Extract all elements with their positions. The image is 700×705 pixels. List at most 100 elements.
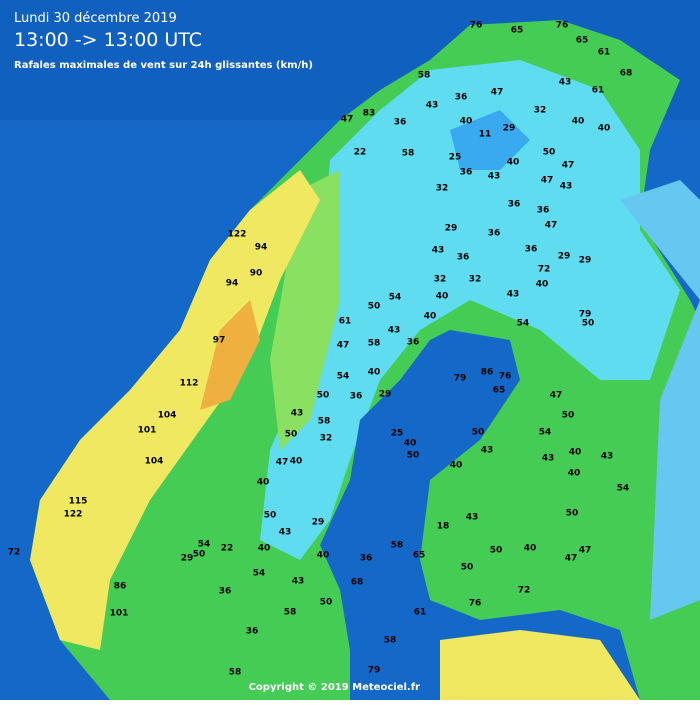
station-gust: 54 [539,428,552,438]
station-gust: 36 [525,245,538,255]
zone-cyan [260,60,680,560]
station-gust: 90 [250,269,263,279]
station-gust: 22 [221,544,234,554]
station-gust: 58 [402,149,415,159]
station-gust: 58 [391,541,404,551]
station-gust: 58 [284,608,297,618]
station-gust: 47 [541,176,554,186]
station-gust: 40 [460,117,473,127]
station-gust: 40 [404,439,417,449]
station-gust: 61 [592,86,605,96]
time-range: 13:00 -> 13:00 UTC [14,29,202,51]
station-gust: 36 [219,587,232,597]
station-gust: 36 [455,93,468,103]
station-gust: 65 [413,551,426,561]
station-gust: 25 [449,153,462,163]
station-gust: 36 [457,253,470,263]
station-gust: 58 [318,417,331,427]
station-gust: 29 [503,124,516,134]
station-gust: 104 [158,411,177,421]
station-gust: 76 [470,21,483,31]
station-gust: 47 [545,221,558,231]
station-gust: 11 [479,130,492,140]
russia-east [620,180,700,620]
station-gust: 50 [285,430,298,440]
station-gust: 29 [558,252,571,262]
station-gust: 32 [469,275,482,285]
station-gust: 47 [565,554,578,564]
station-gust: 122 [64,510,83,520]
station-gust: 47 [579,546,592,556]
station-gust: 43 [559,78,572,88]
station-gust: 61 [598,48,611,58]
station-gust: 50 [193,550,206,560]
station-gust: 43 [466,513,479,523]
station-gust: 40 [598,124,611,134]
station-gust: 32 [434,275,447,285]
station-gust: 61 [339,317,352,327]
station-gust: 40 [536,280,549,290]
station-gust: 36 [537,206,550,216]
zone-blue [450,110,530,170]
station-gust: 54 [517,319,530,329]
station-gust: 36 [246,627,259,637]
station-gust: 50 [472,428,485,438]
station-gust: 50 [368,302,381,312]
station-gust: 112 [180,379,199,389]
station-gust: 54 [253,569,266,579]
station-gust: 29 [579,256,592,266]
station-gust: 86 [114,582,127,592]
gulf-of-bothnia [320,330,640,700]
station-gust: 18 [437,522,450,532]
station-gust: 86 [481,368,494,378]
station-gust: 79 [454,374,467,384]
station-gust: 32 [436,184,449,194]
station-gust: 50 [543,148,556,158]
station-gust: 43 [560,182,573,192]
zone-yellow [30,170,320,650]
station-gust: 40 [569,448,582,458]
station-gust: 47 [562,161,575,171]
station-gust: 50 [320,598,333,608]
station-gust: 50 [566,509,579,519]
station-gust: 43 [542,454,555,464]
station-gust: 40 [257,478,270,488]
station-gust: 50 [582,319,595,329]
station-gust: 32 [534,106,547,116]
station-gust: 72 [538,265,551,275]
station-gust: 65 [493,386,506,396]
station-gust: 40 [424,312,437,322]
station-gust: 50 [264,511,277,521]
station-gust: 122 [228,230,247,240]
station-gust: 43 [279,528,292,538]
station-gust: 29 [312,518,325,528]
station-gust: 79 [579,310,592,320]
station-gust: 101 [110,609,129,619]
station-gust: 40 [507,158,520,168]
station-gust: 29 [445,224,458,234]
station-gust: 36 [488,229,501,239]
station-gust: 50 [407,451,420,461]
station-gust: 115 [69,497,88,507]
station-gust: 43 [601,452,614,462]
station-gust: 40 [568,469,581,479]
station-gust: 47 [337,341,350,351]
station-gust: 94 [226,279,239,289]
station-gust: 36 [360,554,373,564]
estonia [440,630,640,700]
station-gust: 40 [450,461,463,471]
station-gust: 65 [576,36,589,46]
station-gust: 76 [469,599,482,609]
station-gust: 97 [213,336,226,346]
station-gust: 72 [518,586,531,596]
station-gust: 40 [290,457,303,467]
station-gust: 40 [436,292,449,302]
station-gust: 101 [138,426,157,436]
station-gust: 79 [368,666,381,676]
station-gust: 54 [617,484,630,494]
station-gust: 43 [507,290,520,300]
station-gust: 36 [350,392,363,402]
station-gust: 54 [389,293,402,303]
station-gust: 50 [461,563,474,573]
